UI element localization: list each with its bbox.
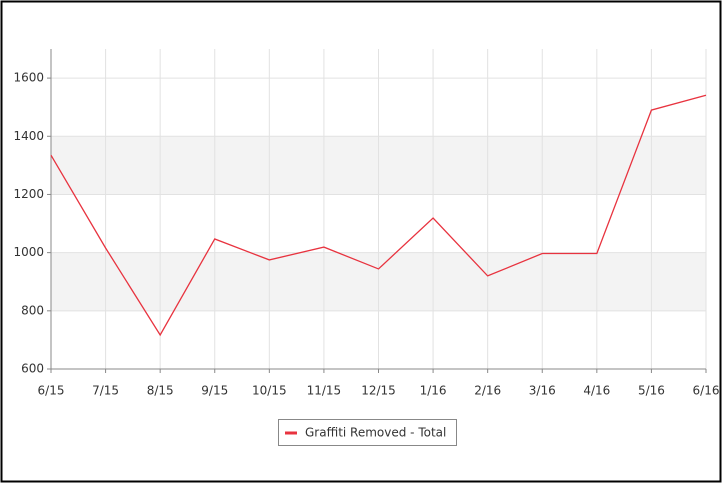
y-tick-label: 1400	[13, 129, 44, 143]
y-tick-label: 1000	[13, 245, 44, 259]
y-tick-label: 600	[21, 362, 44, 376]
line-series	[50, 94, 707, 337]
x-tick-label: 2/16	[474, 384, 501, 398]
x-tick-label: 6/16	[693, 384, 720, 398]
y-tick-label: 1600	[13, 71, 44, 85]
x-tick-label: 5/16	[638, 384, 665, 398]
legend	[278, 419, 457, 446]
x-tick-label: 9/15	[201, 384, 228, 398]
x-tick-label: 3/16	[529, 384, 556, 398]
legend-label: Graffiti Removed - Total	[305, 426, 446, 440]
y-tick-label: 1200	[13, 187, 44, 201]
x-tick-label: 12/15	[361, 384, 396, 398]
y-tick-label: 800	[21, 303, 44, 317]
x-tick-label: 8/15	[147, 384, 174, 398]
x-tick-label: 7/15	[92, 384, 119, 398]
x-tick-label: 1/16	[420, 384, 447, 398]
x-tick-label: 4/16	[583, 384, 610, 398]
x-tick-label: 10/15	[252, 384, 287, 398]
x-tick-label: 6/15	[38, 384, 65, 398]
x-tick-label: 11/15	[307, 384, 342, 398]
